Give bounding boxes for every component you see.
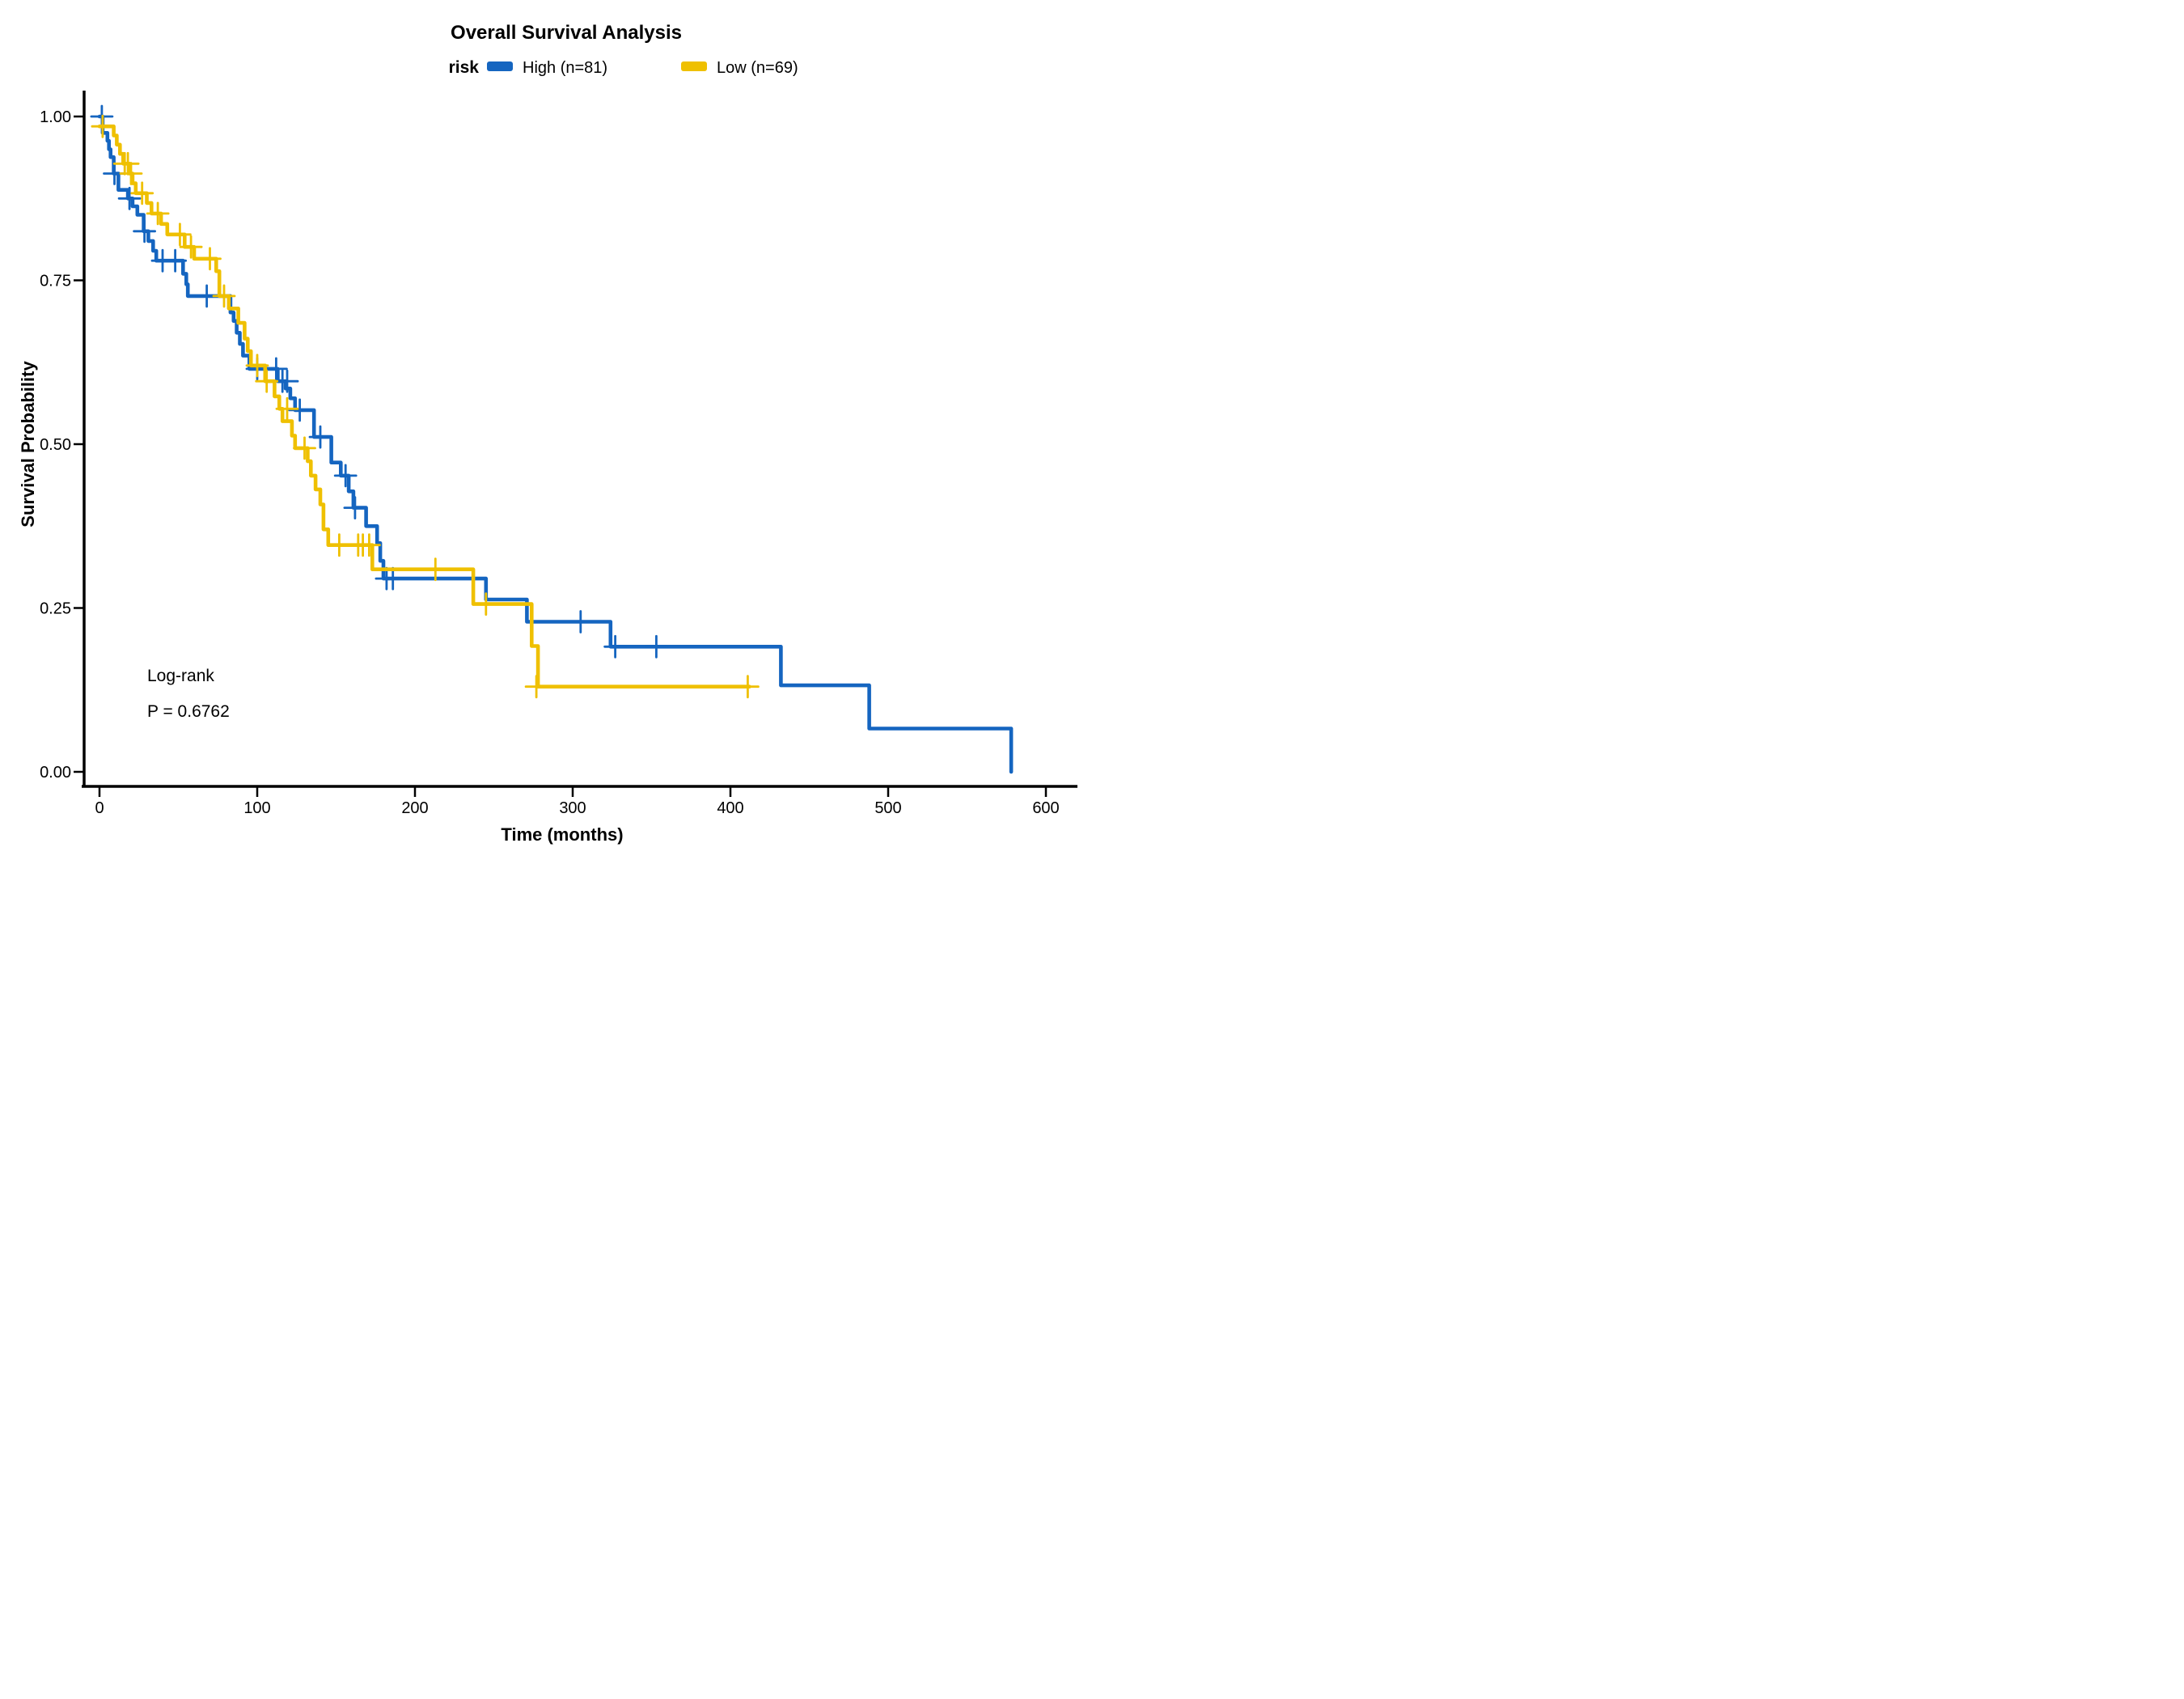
logrank-annotation: Log-rank P = 0.6762 <box>147 667 230 721</box>
y-tick-label: 0.00 <box>40 764 71 782</box>
censor-marks-low <box>91 114 760 699</box>
km-survival-plot-page: Overall Survival Analysis risk High (n=8… <box>0 0 1092 850</box>
x-axis-ticks: 0 100 200 300 400 500 600 <box>95 786 1060 817</box>
survival-curve-low <box>97 124 751 688</box>
survival-curves <box>90 104 1014 774</box>
legend-title: risk <box>449 58 480 77</box>
x-tick-label: 500 <box>874 799 901 817</box>
survival-curve-high <box>97 114 1014 774</box>
logrank-pvalue: P = 0.6762 <box>147 702 230 721</box>
x-tick-label: 600 <box>1032 799 1059 817</box>
legend-label-low: Low (n=69) <box>717 59 798 77</box>
legend-label-high: High (n=81) <box>523 59 607 77</box>
x-tick-label: 100 <box>243 799 270 817</box>
x-tick-label: 400 <box>717 799 743 817</box>
chart-title: Overall Survival Analysis <box>451 22 682 44</box>
km-chart: Overall Survival Analysis risk High (n=8… <box>18 22 1077 845</box>
x-tick-label: 200 <box>401 799 428 817</box>
legend-swatch-high <box>487 61 513 71</box>
y-axis-title: Survival Probability <box>18 361 38 527</box>
x-axis-title: Time (months) <box>501 824 623 845</box>
legend-swatch-low <box>681 61 707 71</box>
logrank-label: Log-rank <box>147 667 214 685</box>
y-axis-ticks: 0.00 0.25 0.50 0.75 1.00 <box>40 108 84 782</box>
legend: risk High (n=81) Low (n=69) <box>449 58 798 77</box>
x-tick-label: 300 <box>559 799 586 817</box>
y-tick-label: 1.00 <box>40 108 71 126</box>
x-tick-label: 0 <box>95 799 104 817</box>
y-tick-label: 0.50 <box>40 436 71 454</box>
censor-marks-high <box>90 104 668 659</box>
y-tick-label: 0.25 <box>40 600 71 618</box>
y-tick-label: 0.75 <box>40 273 71 290</box>
